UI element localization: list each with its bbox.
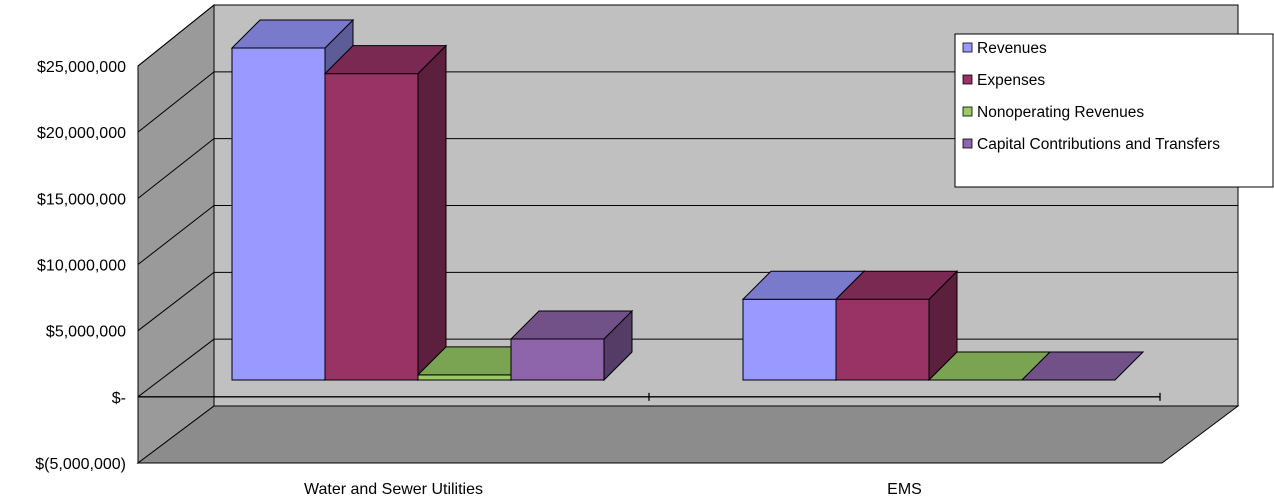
floor [136, 405, 1240, 464]
legend-swatch [962, 42, 973, 53]
y-tick-label: $- [112, 390, 126, 407]
bar-side [417, 44, 447, 382]
bar [323, 44, 448, 382]
bar-top [323, 45, 448, 75]
bar-front [324, 73, 419, 381]
y-tick-label: $(5,000,000) [35, 456, 126, 473]
legend-swatch [962, 74, 973, 85]
legend-swatch [962, 138, 973, 149]
side-wall [137, 3, 215, 464]
y-tick-label: $5,000,000 [46, 324, 126, 341]
bar-top [509, 310, 634, 340]
bar-front [510, 338, 605, 381]
bar [1020, 351, 1145, 381]
bar-top [1020, 351, 1145, 381]
gridline [137, 205, 1238, 265]
bars [230, 18, 1145, 382]
x-tick-label: Water and Sewer Utilities [304, 481, 483, 498]
gridline [137, 138, 1238, 199]
legend-box [954, 33, 1274, 188]
bar-front [231, 47, 326, 381]
gridline [137, 4, 1238, 67]
bar-front [417, 374, 512, 381]
legend-label: Expenses [977, 72, 1045, 89]
y-tick-label: $25,000,000 [37, 59, 126, 76]
y-tick-label: $10,000,000 [37, 258, 126, 275]
y-tick-label: $15,000,000 [37, 191, 126, 208]
legend: Revenues Expenses Nonoperating Revenues Cap… [954, 33, 1274, 188]
legend-swatch [962, 106, 973, 117]
legend-label: Revenues [977, 40, 1047, 57]
bar [509, 309, 634, 382]
y-tick-label: $20,000,000 [37, 125, 126, 142]
x-axis-labels: Water and Sewer Utilities EMS [304, 481, 922, 498]
bar-front [835, 298, 930, 381]
legend-label: Nonoperating Revenues [977, 104, 1144, 121]
legend-label: Capital Contributions and Transfers [977, 136, 1220, 153]
y-axis-labels: $(5,000,000) $- $5,000,000 $10,000,000 $15,0… [35, 59, 126, 473]
bar [834, 270, 959, 382]
bar-top [834, 270, 959, 300]
bar-front [742, 298, 837, 381]
gridline [137, 71, 1238, 133]
bar-top [230, 19, 355, 49]
x-tick-label: EMS [887, 481, 922, 498]
